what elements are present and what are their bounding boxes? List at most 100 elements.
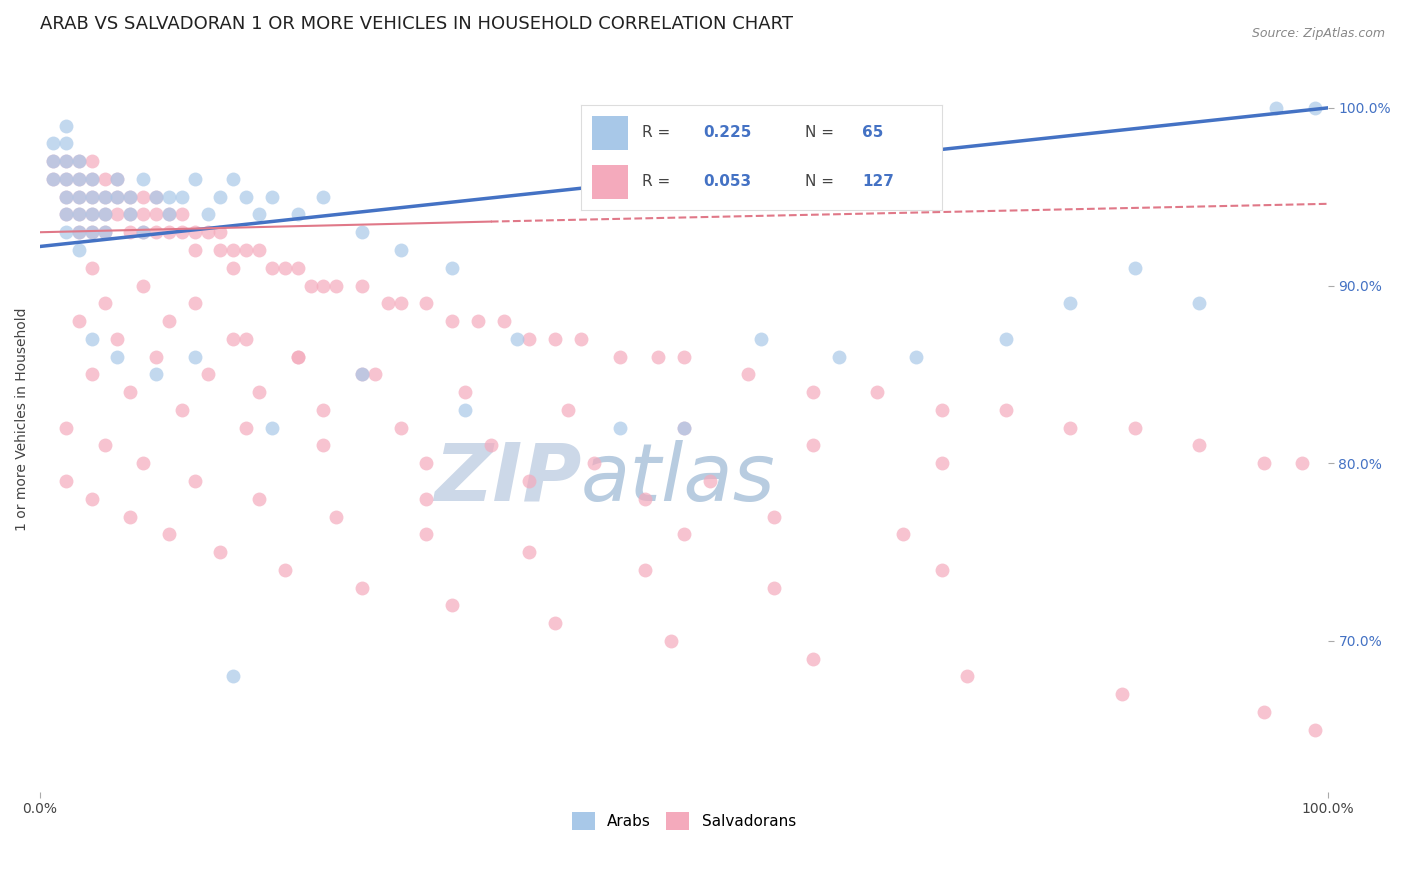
Point — [1291, 456, 1313, 470]
Point — [1303, 101, 1326, 115]
Point — [132, 190, 155, 204]
Point — [415, 296, 437, 310]
Point — [866, 385, 889, 400]
Point — [247, 385, 270, 400]
Point — [492, 314, 515, 328]
Point — [67, 225, 90, 239]
Point — [197, 207, 219, 221]
Point — [467, 314, 489, 328]
Point — [222, 669, 245, 683]
Point — [157, 527, 180, 541]
Point — [67, 225, 90, 239]
Point — [299, 278, 322, 293]
Point — [479, 438, 502, 452]
Point — [1123, 260, 1146, 275]
Point — [1265, 101, 1288, 115]
Point — [80, 225, 103, 239]
Point — [673, 420, 696, 434]
Point — [93, 225, 115, 239]
Point — [995, 403, 1018, 417]
Point — [209, 545, 232, 559]
Point — [274, 563, 297, 577]
Point — [222, 243, 245, 257]
Point — [389, 296, 412, 310]
Point — [80, 154, 103, 169]
Point — [415, 456, 437, 470]
Point — [145, 190, 167, 204]
Point — [93, 296, 115, 310]
Point — [55, 190, 77, 204]
Point — [93, 207, 115, 221]
Point — [105, 190, 128, 204]
Point — [55, 119, 77, 133]
Point — [763, 509, 786, 524]
Point — [67, 314, 90, 328]
Point — [352, 581, 374, 595]
Point — [1253, 456, 1275, 470]
Point — [105, 350, 128, 364]
Point — [415, 527, 437, 541]
Point — [157, 314, 180, 328]
Point — [80, 172, 103, 186]
Point — [235, 243, 257, 257]
Point — [519, 545, 541, 559]
Point — [157, 225, 180, 239]
Point — [1303, 723, 1326, 737]
Point — [42, 136, 65, 151]
Point — [931, 403, 953, 417]
Point — [55, 207, 77, 221]
Point — [157, 207, 180, 221]
Point — [80, 491, 103, 506]
Point — [222, 172, 245, 186]
Point — [389, 243, 412, 257]
Point — [55, 172, 77, 186]
Point — [287, 260, 309, 275]
Point — [454, 385, 477, 400]
Point — [505, 332, 527, 346]
Point — [1059, 420, 1081, 434]
Point — [544, 616, 567, 631]
Point — [145, 368, 167, 382]
Y-axis label: 1 or more Vehicles in Household: 1 or more Vehicles in Household — [15, 307, 30, 531]
Point — [67, 154, 90, 169]
Point — [995, 332, 1018, 346]
Point — [120, 509, 142, 524]
Point — [352, 225, 374, 239]
Point — [67, 172, 90, 186]
Point — [931, 563, 953, 577]
Point — [956, 669, 979, 683]
Point — [827, 350, 849, 364]
Point — [441, 599, 464, 613]
Point — [364, 368, 387, 382]
Point — [582, 456, 605, 470]
Point — [209, 243, 232, 257]
Point — [1123, 420, 1146, 434]
Point — [209, 190, 232, 204]
Point — [93, 438, 115, 452]
Point — [67, 207, 90, 221]
Point — [67, 190, 90, 204]
Point — [132, 207, 155, 221]
Point — [67, 190, 90, 204]
Point — [55, 225, 77, 239]
Point — [132, 172, 155, 186]
Point — [42, 154, 65, 169]
Point — [389, 420, 412, 434]
Point — [1188, 296, 1211, 310]
Point — [247, 207, 270, 221]
Point — [80, 332, 103, 346]
Point — [67, 154, 90, 169]
Point — [312, 438, 335, 452]
Point — [801, 651, 824, 665]
Point — [132, 456, 155, 470]
Point — [120, 190, 142, 204]
Point — [170, 207, 193, 221]
Point — [312, 403, 335, 417]
Point — [80, 207, 103, 221]
Point — [519, 474, 541, 488]
Point — [519, 332, 541, 346]
Text: ZIP: ZIP — [433, 440, 581, 517]
Point — [197, 368, 219, 382]
Point — [931, 456, 953, 470]
Point — [145, 190, 167, 204]
